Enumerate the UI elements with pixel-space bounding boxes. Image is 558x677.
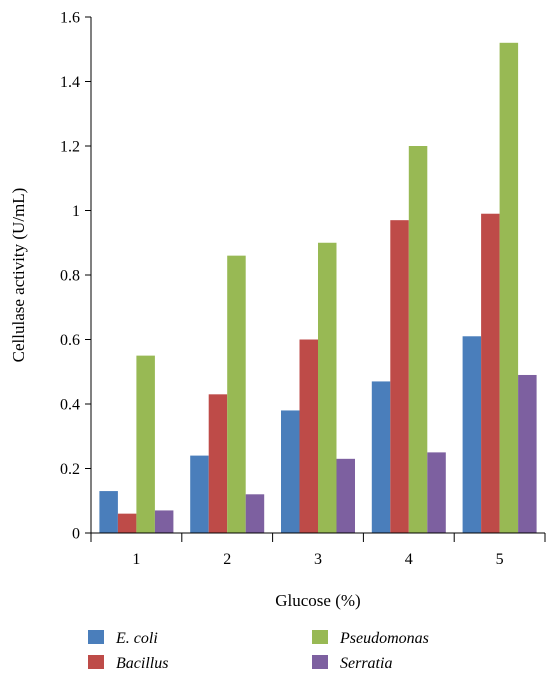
y-tick-label: 0.4 — [60, 397, 80, 414]
y-axis: 0 0.2 0.4 0.6 0.8 1 1.2 1.4 1.6 — [60, 10, 91, 543]
legend-swatch — [312, 655, 328, 669]
legend-swatch — [88, 630, 104, 644]
legend-label: E. coli — [115, 630, 158, 647]
x-tick-label: 1 — [132, 551, 140, 568]
legend-label: Pseudomonas — [339, 630, 429, 647]
y-tick-label: 0 — [72, 526, 80, 543]
y-tick-label: 1.2 — [60, 139, 80, 156]
y-tick-label: 1.4 — [60, 74, 80, 91]
bar-pseudomonas-4 — [408, 146, 428, 533]
bar-bacillus-4 — [390, 220, 409, 534]
x-tick-label: 3 — [314, 551, 322, 568]
bar-e-coli-2 — [190, 455, 209, 533]
legend: E. coli Pseudomonas Bacillus Serratia — [88, 630, 429, 672]
y-tick-label: 0.6 — [60, 332, 80, 349]
bar-pseudomonas-5 — [499, 42, 519, 534]
bar-e-coli-3 — [281, 410, 300, 533]
y-tick-label: 1 — [72, 203, 80, 220]
legend-swatch — [312, 630, 328, 644]
legend-label: Bacillus — [116, 655, 168, 672]
bar-pseudomonas-3 — [318, 242, 337, 533]
x-tick-label: 5 — [496, 551, 504, 568]
x-tick-label: 4 — [405, 551, 413, 568]
bar-serratia-3 — [336, 458, 355, 533]
bar-serratia-5 — [518, 374, 537, 533]
x-tick-label: 2 — [223, 551, 231, 568]
bar-bacillus-1 — [117, 513, 137, 533]
bar-serratia-1 — [154, 510, 174, 533]
bar-e-coli-5 — [462, 336, 482, 533]
bar-pseudomonas-1 — [136, 355, 155, 533]
bar-bacillus-2 — [208, 394, 228, 533]
bar-bacillus-5 — [481, 213, 500, 533]
bar-serratia-4 — [427, 452, 446, 533]
bar-e-coli-4 — [371, 381, 391, 533]
bar-bacillus-3 — [299, 339, 318, 533]
legend-swatch — [88, 655, 104, 669]
y-tick-label: 1.6 — [60, 10, 80, 27]
bar-pseudomonas-2 — [227, 255, 246, 533]
bars — [99, 42, 537, 534]
bar-serratia-2 — [245, 494, 265, 533]
y-tick-label: 0.2 — [60, 461, 80, 478]
x-axis: 1 2 3 4 5 — [90, 533, 546, 568]
y-tick-label: 0.8 — [60, 268, 80, 285]
y-axis-label: Cellulase activity (U/mL) — [9, 188, 28, 363]
x-axis-label: Glucose (%) — [275, 591, 360, 610]
legend-label: Serratia — [340, 655, 392, 672]
bar-e-coli-1 — [99, 491, 118, 533]
